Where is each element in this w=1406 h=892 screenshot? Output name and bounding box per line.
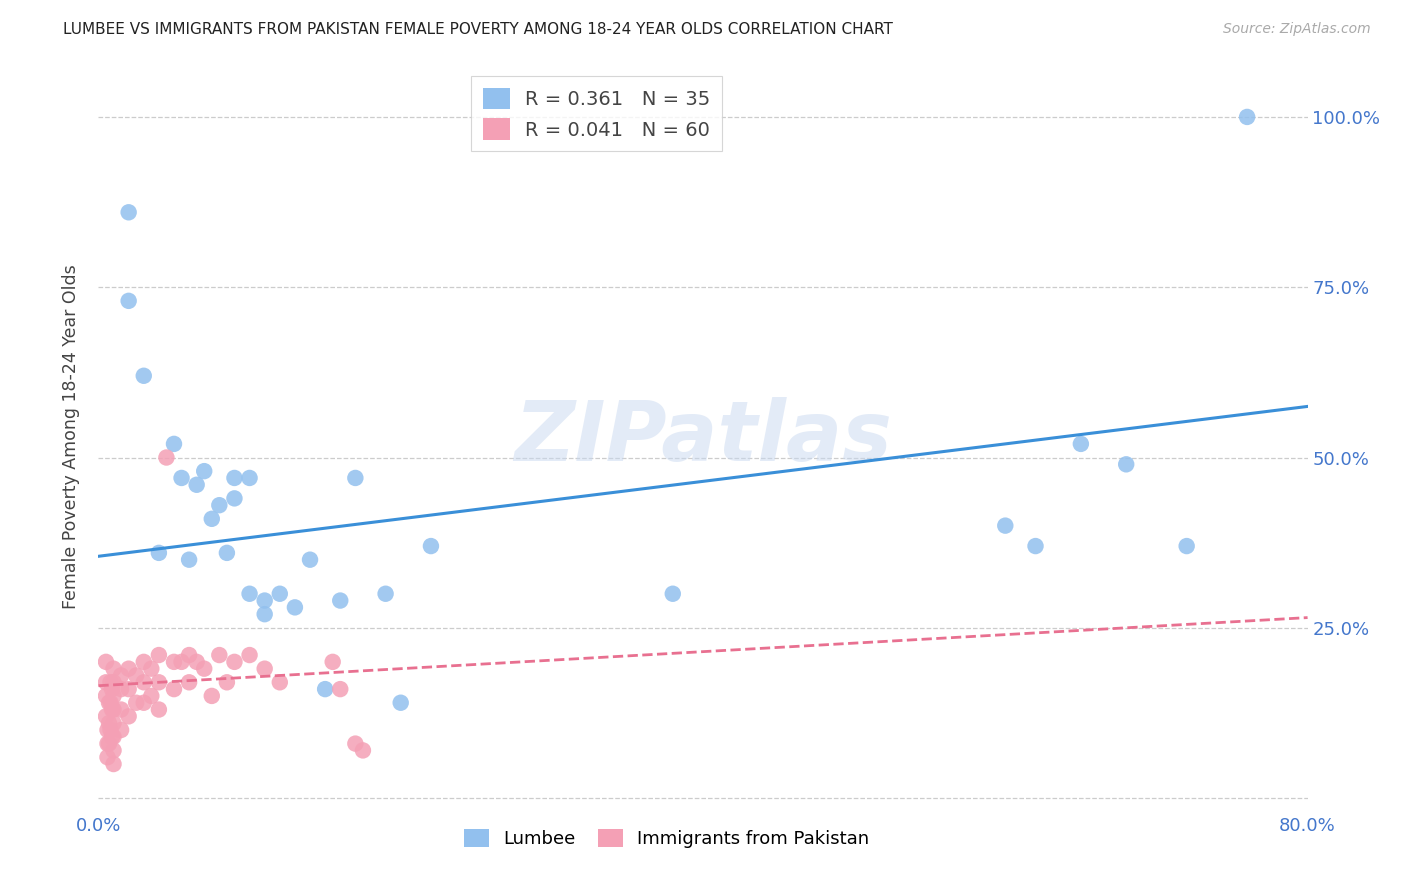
Point xyxy=(94,689,117,703)
Point xyxy=(179,675,201,690)
Text: ZIPatlas: ZIPatlas xyxy=(515,397,891,477)
Point xyxy=(103,662,125,676)
Point xyxy=(118,709,141,723)
Point xyxy=(224,491,246,506)
Point xyxy=(269,675,291,690)
Point xyxy=(155,450,177,465)
Point xyxy=(208,498,231,512)
Point xyxy=(208,648,231,662)
Point xyxy=(125,668,148,682)
Point xyxy=(103,757,125,772)
Point xyxy=(103,702,125,716)
Point xyxy=(193,662,215,676)
Point xyxy=(420,539,443,553)
Point xyxy=(215,675,238,690)
Point xyxy=(314,682,336,697)
Point xyxy=(94,675,117,690)
Point xyxy=(179,552,201,566)
Point xyxy=(186,655,208,669)
Point xyxy=(148,675,170,690)
Point xyxy=(253,593,276,607)
Text: LUMBEE VS IMMIGRANTS FROM PAKISTAN FEMALE POVERTY AMONG 18-24 YEAR OLDS CORRELAT: LUMBEE VS IMMIGRANTS FROM PAKISTAN FEMAL… xyxy=(63,22,893,37)
Point xyxy=(163,437,186,451)
Point xyxy=(94,709,117,723)
Point xyxy=(100,675,122,690)
Point xyxy=(110,668,132,682)
Point xyxy=(96,723,118,737)
Point xyxy=(1070,437,1092,451)
Point xyxy=(101,730,124,744)
Point xyxy=(329,682,352,697)
Point xyxy=(103,675,125,690)
Point xyxy=(284,600,307,615)
Point xyxy=(299,552,322,566)
Point xyxy=(269,587,291,601)
Point xyxy=(389,696,412,710)
Point xyxy=(661,587,683,601)
Point xyxy=(98,696,121,710)
Point xyxy=(1175,539,1198,553)
Point xyxy=(1115,458,1137,472)
Point xyxy=(193,464,215,478)
Point xyxy=(96,737,118,751)
Point xyxy=(148,702,170,716)
Point xyxy=(239,587,262,601)
Point xyxy=(224,655,246,669)
Point xyxy=(170,655,193,669)
Point xyxy=(118,293,141,308)
Point xyxy=(322,655,344,669)
Point xyxy=(239,471,262,485)
Point xyxy=(224,471,246,485)
Point xyxy=(100,723,122,737)
Point xyxy=(1024,539,1046,553)
Point xyxy=(186,477,208,491)
Point xyxy=(994,518,1017,533)
Point xyxy=(110,682,132,697)
Point xyxy=(1236,110,1258,124)
Point xyxy=(201,512,224,526)
Point xyxy=(118,682,141,697)
Point xyxy=(329,593,352,607)
Point xyxy=(201,689,224,703)
Point xyxy=(179,648,201,662)
Point xyxy=(163,682,186,697)
Point xyxy=(101,682,124,697)
Point xyxy=(374,587,396,601)
Point xyxy=(101,702,124,716)
Point xyxy=(344,471,367,485)
Point xyxy=(132,675,155,690)
Point xyxy=(94,655,117,669)
Legend: Lumbee, Immigrants from Pakistan: Lumbee, Immigrants from Pakistan xyxy=(457,822,877,855)
Point xyxy=(132,655,155,669)
Point xyxy=(163,655,186,669)
Point xyxy=(118,205,141,219)
Point xyxy=(96,750,118,764)
Point xyxy=(100,696,122,710)
Point xyxy=(132,696,155,710)
Point xyxy=(110,723,132,737)
Point xyxy=(103,716,125,731)
Point xyxy=(352,743,374,757)
Point xyxy=(170,471,193,485)
Point xyxy=(148,648,170,662)
Point xyxy=(98,716,121,731)
Point xyxy=(132,368,155,383)
Point xyxy=(98,737,121,751)
Point xyxy=(344,737,367,751)
Point xyxy=(118,662,141,676)
Point xyxy=(141,689,163,703)
Point xyxy=(125,696,148,710)
Point xyxy=(103,689,125,703)
Point xyxy=(253,607,276,622)
Point xyxy=(239,648,262,662)
Text: Source: ZipAtlas.com: Source: ZipAtlas.com xyxy=(1223,22,1371,37)
Point xyxy=(103,730,125,744)
Point xyxy=(110,702,132,716)
Point xyxy=(141,662,163,676)
Point xyxy=(103,743,125,757)
Y-axis label: Female Poverty Among 18-24 Year Olds: Female Poverty Among 18-24 Year Olds xyxy=(62,265,80,609)
Point xyxy=(253,662,276,676)
Point xyxy=(215,546,238,560)
Point xyxy=(148,546,170,560)
